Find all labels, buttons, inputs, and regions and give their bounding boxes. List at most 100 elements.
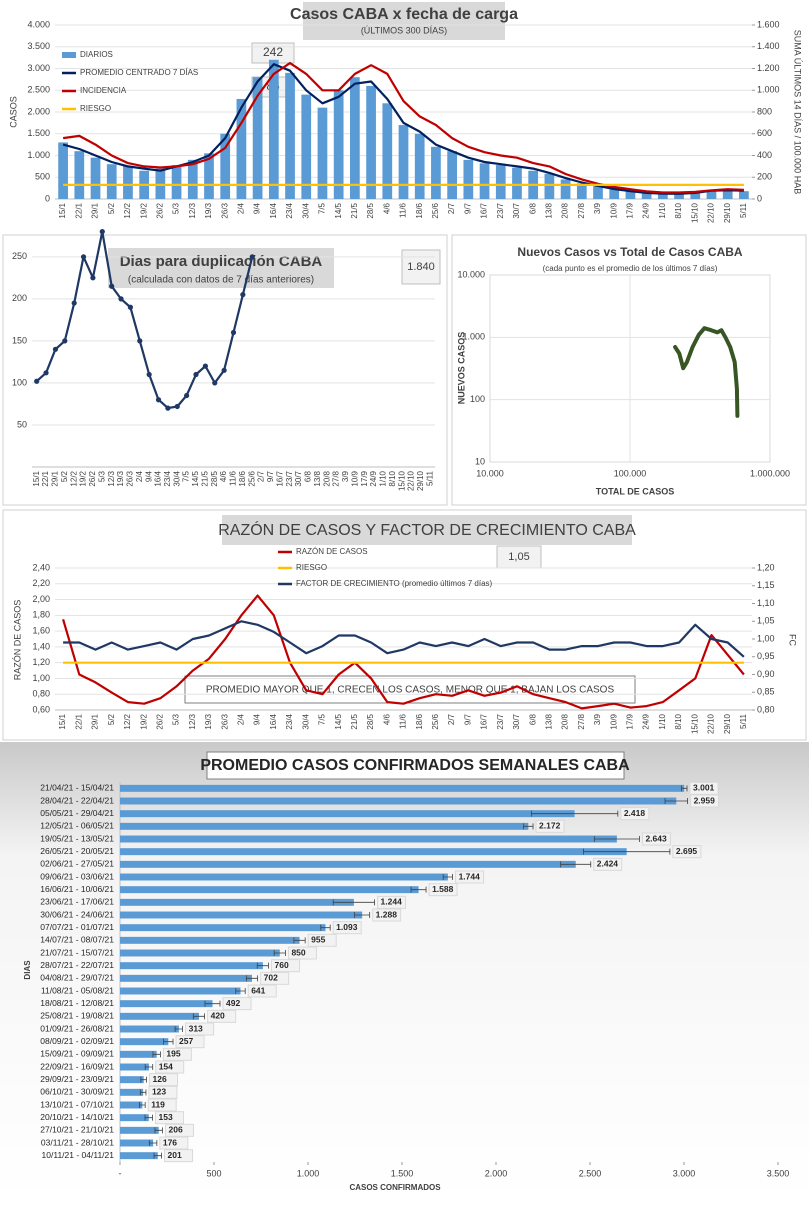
x-tick-label: 14/5	[334, 202, 343, 218]
bar	[123, 165, 133, 199]
bar	[350, 77, 360, 199]
bar	[414, 133, 425, 199]
x-tick-label: 29/1	[91, 202, 100, 218]
y-tick-label: 13/10/21 - 07/10/21	[40, 1099, 114, 1109]
x-tick-label: 30/4	[301, 713, 310, 729]
error-bar	[148, 1140, 158, 1146]
x-tick-label: 20/8	[561, 713, 570, 729]
bar	[120, 1152, 158, 1160]
bar	[285, 72, 295, 199]
x-tick-label: 5/11	[425, 470, 434, 486]
marker	[212, 380, 218, 386]
x-tick-label: 11/6	[399, 713, 408, 729]
bar	[106, 164, 117, 199]
value-label-box	[672, 845, 702, 859]
x-tick-label: 16/7	[275, 470, 284, 486]
y-tick-label: 21/04/21 - 15/04/21	[40, 783, 114, 793]
bar	[120, 1012, 199, 1020]
y-tick-label: 1.500	[27, 128, 50, 138]
x-tick-label: 18/6	[415, 202, 424, 218]
value-label-box	[222, 997, 252, 1011]
y2-tick-label: 1,00	[757, 633, 775, 643]
error-bar	[140, 1076, 147, 1083]
x-tick-label: 28/5	[366, 202, 375, 218]
value-label-box	[372, 908, 402, 922]
bar	[120, 848, 627, 856]
x-tick-label: 25/6	[431, 202, 440, 218]
legend-swatch	[62, 52, 76, 58]
x-tick-label: 12/2	[123, 202, 132, 218]
marker	[109, 283, 115, 289]
bar	[120, 1025, 179, 1033]
x-tick-label: 19/2	[139, 713, 148, 729]
x-tick-label: 3/9	[341, 470, 350, 482]
x-tick-label: 11/6	[229, 470, 238, 486]
x-tick-label: 8/10	[388, 470, 397, 486]
marker	[155, 397, 162, 403]
value-label-box	[159, 1136, 189, 1150]
bar	[204, 153, 214, 199]
y-tick-label: 150	[12, 335, 27, 345]
x-tick-label: 28/5	[210, 470, 219, 486]
x-tick-label: 22/10	[707, 713, 716, 734]
y2-tick-label: 400	[757, 150, 772, 160]
y-tick-label: 29/09/21 - 23/09/21	[40, 1074, 114, 1084]
y2-axis-label: SUMA ÚLTIMOS 14 DÍAS / 100.000 HAB	[793, 30, 803, 194]
x-tick-label: 1.000	[297, 1168, 320, 1178]
x-tick-label: 22/1	[74, 202, 83, 218]
x-tick-label: 6/8	[528, 713, 537, 725]
value-label: 850	[291, 947, 305, 957]
panel	[451, 234, 807, 506]
value-label-box	[689, 781, 719, 795]
bar	[120, 949, 280, 957]
x-tick-label: -	[119, 1168, 122, 1178]
bar	[495, 165, 506, 199]
x-tick-label: 21/5	[200, 470, 209, 486]
x-tick-label: 17/9	[360, 470, 369, 486]
y-tick-label: 26/05/21 - 20/05/21	[40, 846, 114, 856]
marker	[127, 304, 134, 310]
bar	[252, 77, 263, 199]
marker	[34, 378, 40, 384]
value-label-box	[148, 1085, 178, 1099]
value-label-box	[185, 1022, 215, 1036]
value-label-box	[287, 946, 317, 960]
x-tick-label: 17/9	[626, 202, 635, 218]
bar	[479, 163, 490, 199]
bar	[120, 924, 326, 932]
x-tick-label: 6/8	[304, 470, 313, 482]
marker	[80, 254, 87, 260]
value-label-box	[164, 1149, 194, 1163]
y-tick-label: 16/06/21 - 10/06/21	[40, 884, 114, 894]
legend-label: FACTOR DE CRECIMIENTO (promedio últimos …	[296, 579, 493, 588]
x-tick-label: 22/10	[707, 202, 716, 223]
chart-title: Dias para duplicación CABA	[120, 253, 323, 270]
y-tick-label: 200	[12, 293, 27, 303]
bar	[120, 936, 300, 944]
error-bar	[163, 1038, 174, 1045]
y-tick-label: 06/10/21 - 30/09/21	[40, 1087, 114, 1097]
bar	[120, 1050, 157, 1058]
value-label-box	[155, 1060, 185, 1074]
value-label-box	[164, 1123, 194, 1137]
value-label-box	[428, 883, 458, 897]
value-label: 1.744	[459, 871, 481, 881]
bar	[120, 860, 576, 868]
value-label: 760	[275, 960, 289, 970]
legend-label: RIESGO	[80, 104, 111, 113]
y2-axis-label: FC	[788, 634, 798, 646]
chart-subtitle: (calculada con datos de 7 días anteriore…	[128, 275, 314, 286]
x-tick-label: 30/7	[512, 202, 521, 218]
error-bar	[354, 912, 371, 918]
x-tick-label: 23/7	[496, 202, 505, 218]
y-tick-label: 250	[12, 251, 27, 261]
x-tick-label: 5/2	[107, 713, 116, 725]
value-label: 3.001	[693, 783, 715, 793]
x-tick-label: 25/6	[431, 713, 440, 729]
marker	[184, 392, 190, 399]
error-bar	[530, 810, 619, 817]
x-tick-label: 500	[206, 1168, 221, 1178]
bar	[90, 157, 101, 199]
y-tick-label: 12/05/21 - 06/05/21	[40, 821, 114, 831]
error-bar	[583, 848, 671, 855]
